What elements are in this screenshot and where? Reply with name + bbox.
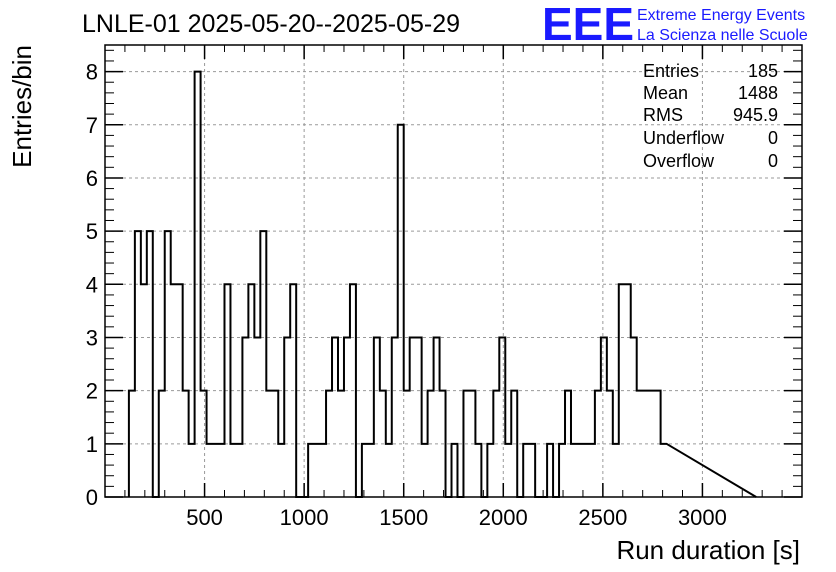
x-tick-label: 1500 bbox=[379, 505, 428, 530]
stat-label-underflow: Underflow bbox=[643, 128, 725, 148]
y-tick-label: 0 bbox=[86, 485, 98, 510]
grid bbox=[105, 45, 802, 497]
y-tick-label: 7 bbox=[86, 113, 98, 138]
x-tick-label: 1000 bbox=[280, 505, 329, 530]
stat-label-rms: RMS bbox=[643, 105, 683, 125]
stat-value-mean: 1488 bbox=[738, 83, 778, 103]
y-tick-label: 1 bbox=[86, 432, 98, 457]
stat-value-overflow: 0 bbox=[768, 151, 778, 171]
logo-mark: EEE bbox=[542, 0, 634, 50]
logo-line-1: Extreme Energy Events bbox=[637, 7, 805, 24]
x-tick-label: 3000 bbox=[678, 505, 727, 530]
plot-frame bbox=[104, 44, 803, 498]
logo-line-2: La Scienza nelle Scuole bbox=[637, 27, 808, 44]
axis-ticks: 500 1000 1500 2000 2500 3000 0 1 2 3 4 5 6 7 8 bbox=[86, 45, 802, 530]
y-tick-label: 3 bbox=[86, 325, 98, 350]
y-tick-label: 5 bbox=[86, 219, 98, 244]
y-tick-label: 8 bbox=[86, 60, 98, 85]
y-tick-label: 2 bbox=[86, 379, 98, 404]
x-tick-label: 500 bbox=[186, 505, 223, 530]
y-tick-label: 4 bbox=[86, 272, 98, 297]
x-tick-label: 2500 bbox=[578, 505, 627, 530]
chart-title: LNLE-01 2025-05-20--2025-05-29 bbox=[82, 10, 460, 38]
stat-label-mean: Mean bbox=[643, 83, 688, 103]
eee-logo: EEE Extreme Energy Events La Scienza nel… bbox=[542, 0, 808, 50]
y-axis-label: Entries/bin bbox=[7, 45, 37, 168]
x-tick-label: 2000 bbox=[479, 505, 528, 530]
stat-label-overflow: Overflow bbox=[643, 151, 715, 171]
stat-value-rms: 945.9 bbox=[733, 105, 778, 125]
y-tick-label: 6 bbox=[86, 166, 98, 191]
x-axis-label: Run duration [s] bbox=[616, 535, 800, 565]
stat-label-entries: Entries bbox=[643, 61, 699, 81]
stat-value-entries: 185 bbox=[748, 61, 778, 81]
stats-box: Entries 185 Mean 1488 RMS 945.9 Underflo… bbox=[643, 61, 778, 171]
stat-value-underflow: 0 bbox=[768, 128, 778, 148]
histogram-line bbox=[127, 70, 757, 498]
